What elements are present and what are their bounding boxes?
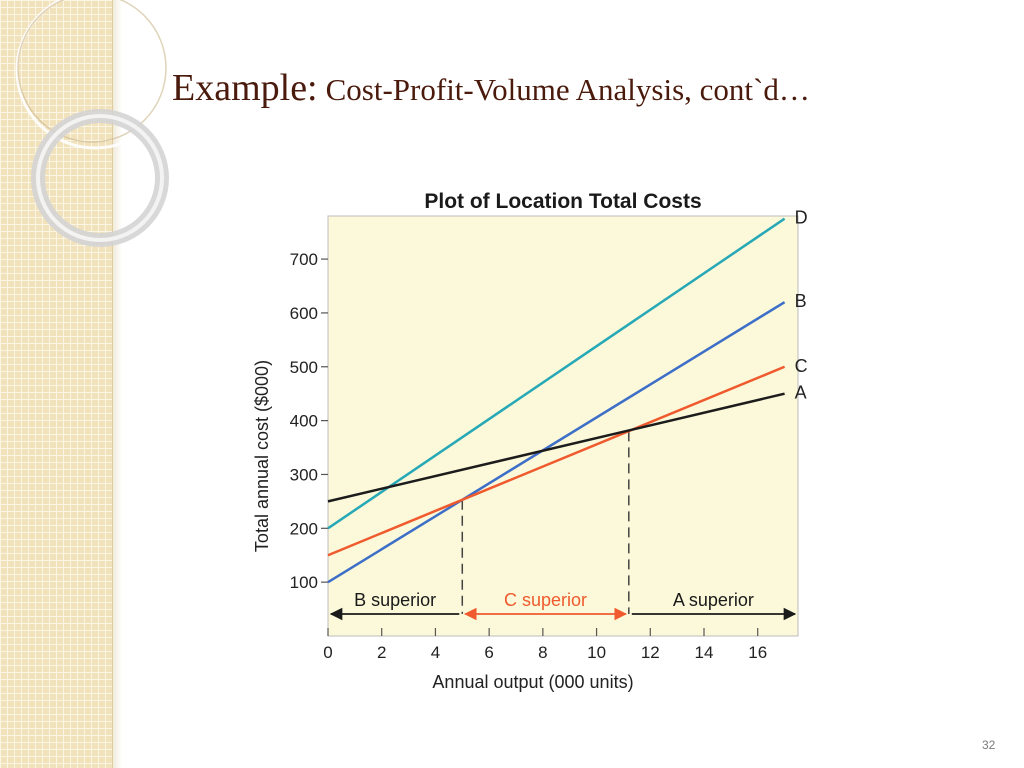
x-tick-label: 8: [538, 643, 547, 662]
series-label-b: B: [795, 291, 807, 311]
y-tick-label: 200: [290, 519, 318, 538]
x-axis-label: Annual output (000 units): [432, 672, 633, 692]
page-number: 32: [982, 738, 996, 752]
title-subtitle: Cost-Profit-Volume Analysis, cont`d…: [325, 72, 810, 107]
decorative-rings: [15, 0, 175, 247]
c-superior-label: C superior: [504, 590, 587, 610]
y-tick-label: 100: [290, 573, 318, 592]
x-tick-label: 0: [323, 643, 332, 662]
x-tick-label: 4: [431, 643, 440, 662]
x-tick-label: 2: [377, 643, 386, 662]
b-superior-label: B superior: [354, 590, 436, 610]
chart-title: Plot of Location Total Costs: [424, 190, 701, 213]
y-axis-label: Total annual cost ($000): [252, 360, 272, 552]
a-superior-label: A superior: [673, 590, 754, 610]
series-line-c: [327, 365, 786, 557]
x-tick-label: 6: [484, 643, 493, 662]
title-main: Example:: [172, 67, 318, 109]
plot-area: [327, 215, 799, 637]
y-tick-label: 500: [290, 358, 318, 377]
y-tick-label: 400: [290, 412, 318, 431]
x-tick-label: 14: [695, 643, 714, 662]
x-tick-label: 16: [748, 643, 767, 662]
slide-title: Example: Cost-Profit-Volume Analysis, co…: [172, 66, 810, 110]
y-tick-label: 300: [290, 465, 318, 484]
y-tick-label: 600: [290, 304, 318, 323]
x-tick-label: 12: [641, 643, 660, 662]
location-cost-chart: Plot of Location Total Costs100200300400…: [252, 190, 808, 692]
series-line-a: [327, 392, 785, 503]
series-line-d: [327, 217, 786, 530]
series-label-c: C: [795, 356, 808, 376]
series-label-d: D: [795, 208, 808, 228]
series-label-a: A: [795, 383, 807, 403]
series-line-b: [327, 301, 786, 584]
x-tick-label: 10: [587, 643, 606, 662]
sidebar-shadow: [112, 0, 122, 768]
y-tick-label: 700: [290, 250, 318, 269]
